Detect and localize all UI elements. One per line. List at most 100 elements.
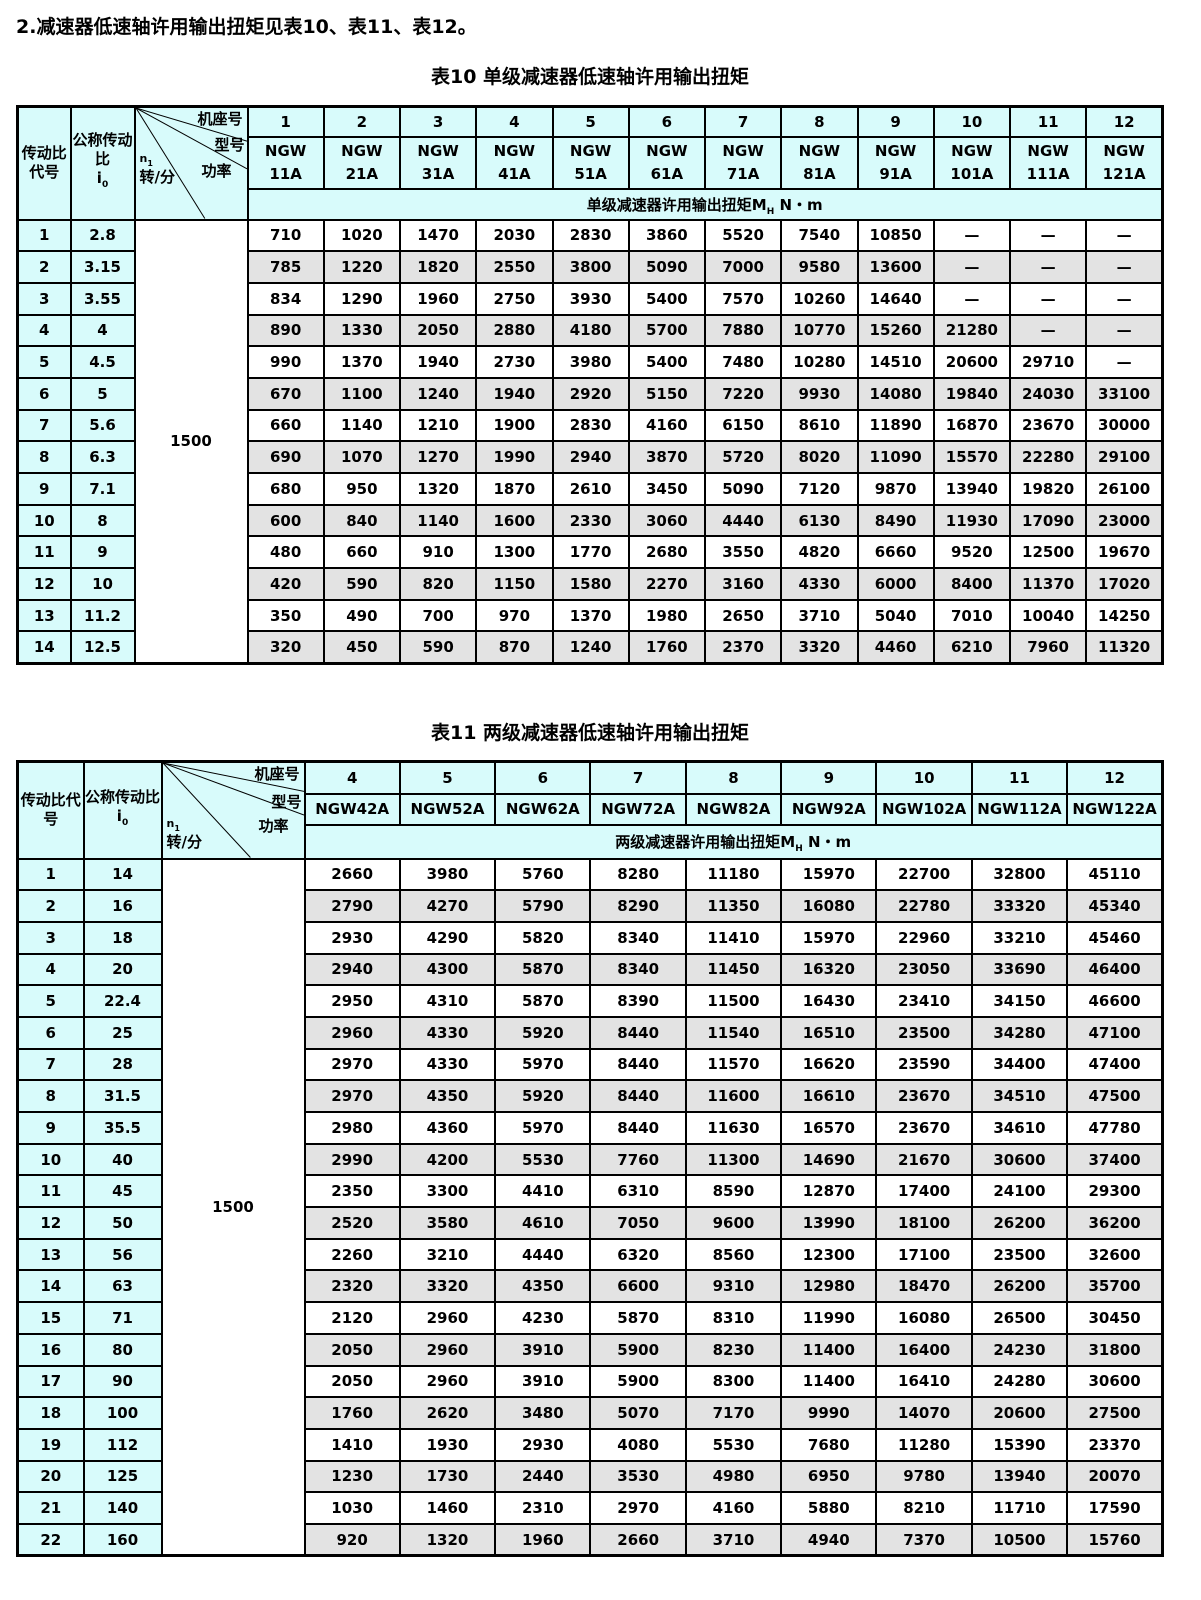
torque-value: 3480 [494, 1396, 592, 1430]
torque-value: 1980 [627, 598, 707, 633]
torque-value: 2660 [589, 1522, 687, 1557]
torque-value: 20600 [932, 345, 1012, 379]
torque-value: 2950 [303, 984, 401, 1018]
model-name: NGW 61A [627, 135, 707, 190]
torque-value: 2610 [551, 472, 630, 506]
table-row: 17 90 2050 2960 3910 5900 8300 11400 16410 24280 3… [16, 1364, 1164, 1399]
torque-value: 1140 [398, 503, 478, 538]
frame-number: 9 [856, 105, 935, 138]
torque-value: 9580 [780, 250, 859, 284]
table-row: 13 56 2260 3210 4440 6320 8560 12300 17100 23500 3… [16, 1237, 1164, 1272]
torque-value: 23670 [875, 1111, 973, 1145]
torque-value: 3800 [551, 250, 630, 284]
torque-value: 15970 [780, 857, 878, 892]
table-row: 6 5 670 1100 1240 1940 2920 5150 7220 9930 14080 19… [16, 376, 1164, 411]
torque-value: 5530 [684, 1427, 783, 1462]
ratio-code: 8 [16, 440, 72, 474]
ratio-code: 12 [16, 1206, 85, 1240]
torque-value: 2960 [398, 1301, 497, 1335]
nominal-ratio: 80 [82, 1332, 163, 1367]
frame-number: 5 [398, 760, 497, 795]
torque-value: 47780 [1066, 1111, 1164, 1145]
torque-value: 1290 [322, 281, 402, 316]
torque-value: 8560 [684, 1237, 783, 1272]
torque-value: 32800 [970, 857, 1069, 892]
torque-value: 10040 [1008, 598, 1088, 633]
nominal-ratio: 90 [82, 1364, 163, 1399]
table-row: 7 28 2970 4330 5970 8440 11570 16620 23590 34400 4… [16, 1047, 1164, 1082]
torque-value: 34150 [970, 984, 1069, 1018]
torque-value: 1960 [398, 281, 478, 316]
torque-value: 5900 [589, 1332, 687, 1367]
model-name: NGW42A [303, 792, 401, 826]
torque-value: 5870 [494, 984, 592, 1018]
torque-value: 14640 [856, 281, 935, 316]
torque-value: 3860 [627, 218, 707, 253]
torque-value: 11930 [932, 503, 1012, 538]
torque-value: 2550 [475, 250, 554, 284]
torque-value: 16400 [875, 1332, 973, 1367]
torque-value: 1600 [475, 503, 554, 538]
torque-value: 12300 [780, 1237, 878, 1272]
torque-value: 7540 [780, 218, 859, 253]
table-row: 19 112 1410 1930 2930 4080 5530 7680 11280 15390 2… [16, 1427, 1164, 1462]
torque-value: 840 [322, 503, 402, 538]
torque-value: 8310 [684, 1301, 783, 1335]
torque-value: 18100 [875, 1206, 973, 1240]
torque-value: 11280 [875, 1427, 973, 1462]
torque-value: 9930 [780, 376, 859, 411]
table-row: 3 3.55 834 1290 1960 2750 3930 5400 7570 10260 146… [16, 281, 1164, 316]
frame-number: 8 [780, 105, 859, 138]
ratio-code: 11 [16, 535, 72, 570]
diag-speed-label: n1 转/分 [139, 152, 175, 186]
torque-value: 1760 [627, 630, 707, 665]
nominal-ratio: 4 [69, 313, 136, 348]
torque-value: 1070 [322, 440, 402, 474]
header-nominal-ratio: 公称传动比 i0 [82, 760, 163, 860]
header-diagonal-cell: 机座号 型号 功率 n1 转/分 [160, 760, 306, 860]
frame-number: 6 [627, 105, 707, 138]
torque-value: 12500 [1008, 535, 1088, 570]
torque-value: 2940 [303, 952, 401, 987]
torque-value: 2930 [494, 1427, 592, 1462]
torque-value: 2960 [303, 1015, 401, 1050]
torque-value: 3160 [703, 567, 783, 601]
torque-label: 两级减速器许用输出扭矩MH N・m [303, 823, 1164, 860]
torque-value: 14510 [856, 345, 935, 379]
torque-value: 11570 [684, 1047, 783, 1082]
torque-value: 45460 [1066, 920, 1164, 955]
torque-value: 17090 [1008, 503, 1088, 538]
ratio-code: 7 [16, 408, 72, 443]
torque-value: 2960 [398, 1332, 497, 1367]
torque-value: 22960 [875, 920, 973, 955]
torque-value: 2790 [303, 889, 401, 923]
nominal-ratio: 2.8 [69, 218, 136, 253]
nominal-ratio: 35.5 [82, 1111, 163, 1145]
torque-value: 24230 [970, 1332, 1069, 1367]
torque-value: 950 [322, 472, 402, 506]
torque-value: 45110 [1066, 857, 1164, 892]
torque-value: 19820 [1008, 472, 1088, 506]
torque-value: 480 [246, 535, 325, 570]
torque-value: 6310 [589, 1174, 687, 1209]
input-speed: 1500 [133, 218, 249, 665]
ratio-code: 14 [16, 1269, 85, 1304]
torque-value: 3450 [627, 472, 707, 506]
torque-value: — [932, 218, 1012, 253]
ratio-code: 1 [16, 218, 72, 253]
torque-value: 5070 [589, 1396, 687, 1430]
table-row: 4 4 890 1330 2050 2880 4180 5700 7880 10770 15260 2… [16, 313, 1164, 348]
torque-value: 1370 [551, 598, 630, 633]
torque-value: 5760 [494, 857, 592, 892]
torque-value: 660 [246, 408, 325, 443]
torque-value: 2930 [303, 920, 401, 955]
torque-value: 1940 [475, 376, 554, 411]
model-name: NGW 101A [932, 135, 1012, 190]
nominal-ratio: 40 [82, 1142, 163, 1177]
torque-value: 11540 [684, 1015, 783, 1050]
table-row: 11 9 480 660 910 1300 1770 2680 3550 4820 6660 9520… [16, 535, 1164, 570]
frame-number: 8 [684, 760, 783, 795]
torque-value: 1330 [322, 313, 402, 348]
torque-value: 5920 [494, 1079, 592, 1113]
frame-number: 9 [780, 760, 878, 795]
